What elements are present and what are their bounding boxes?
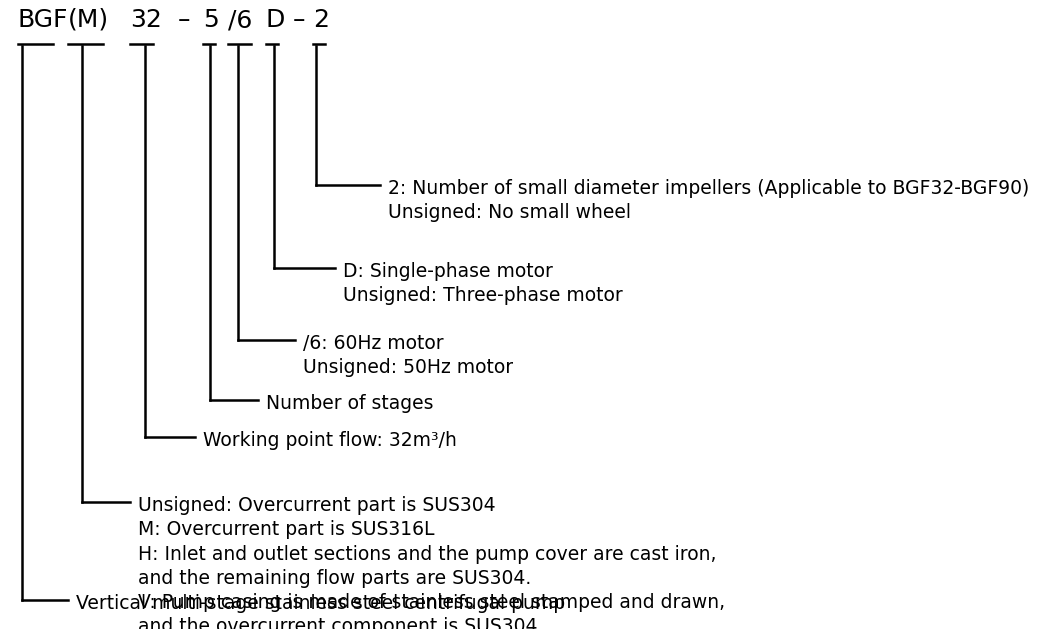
Text: (M): (M) [68,8,109,32]
Text: 2: Number of small diameter impellers (Applicable to BGF32-BGF90)
Unsigned: No s: 2: Number of small diameter impellers (A… [388,179,1029,222]
Text: –: – [293,8,305,32]
Text: /6: 60Hz motor
Unsigned: 50Hz motor: /6: 60Hz motor Unsigned: 50Hz motor [303,334,513,377]
Text: D: D [266,8,285,32]
Text: 32: 32 [130,8,162,32]
Text: /6: /6 [228,8,252,32]
Text: 2: 2 [313,8,329,32]
Text: BGF: BGF [18,8,69,32]
Text: Vertical multi-stage stainless steel centrifugal pump: Vertical multi-stage stainless steel cen… [76,594,565,613]
Text: Number of stages: Number of stages [266,394,434,413]
Text: 5: 5 [204,8,218,32]
Text: Working point flow: 32m³/h: Working point flow: 32m³/h [204,431,457,450]
Text: D: Single-phase motor
Unsigned: Three-phase motor: D: Single-phase motor Unsigned: Three-ph… [343,262,623,305]
Text: –: – [178,8,191,32]
Text: Unsigned: Overcurrent part is SUS304
M: Overcurrent part is SUS316L
H: Inlet and: Unsigned: Overcurrent part is SUS304 M: … [138,496,725,629]
